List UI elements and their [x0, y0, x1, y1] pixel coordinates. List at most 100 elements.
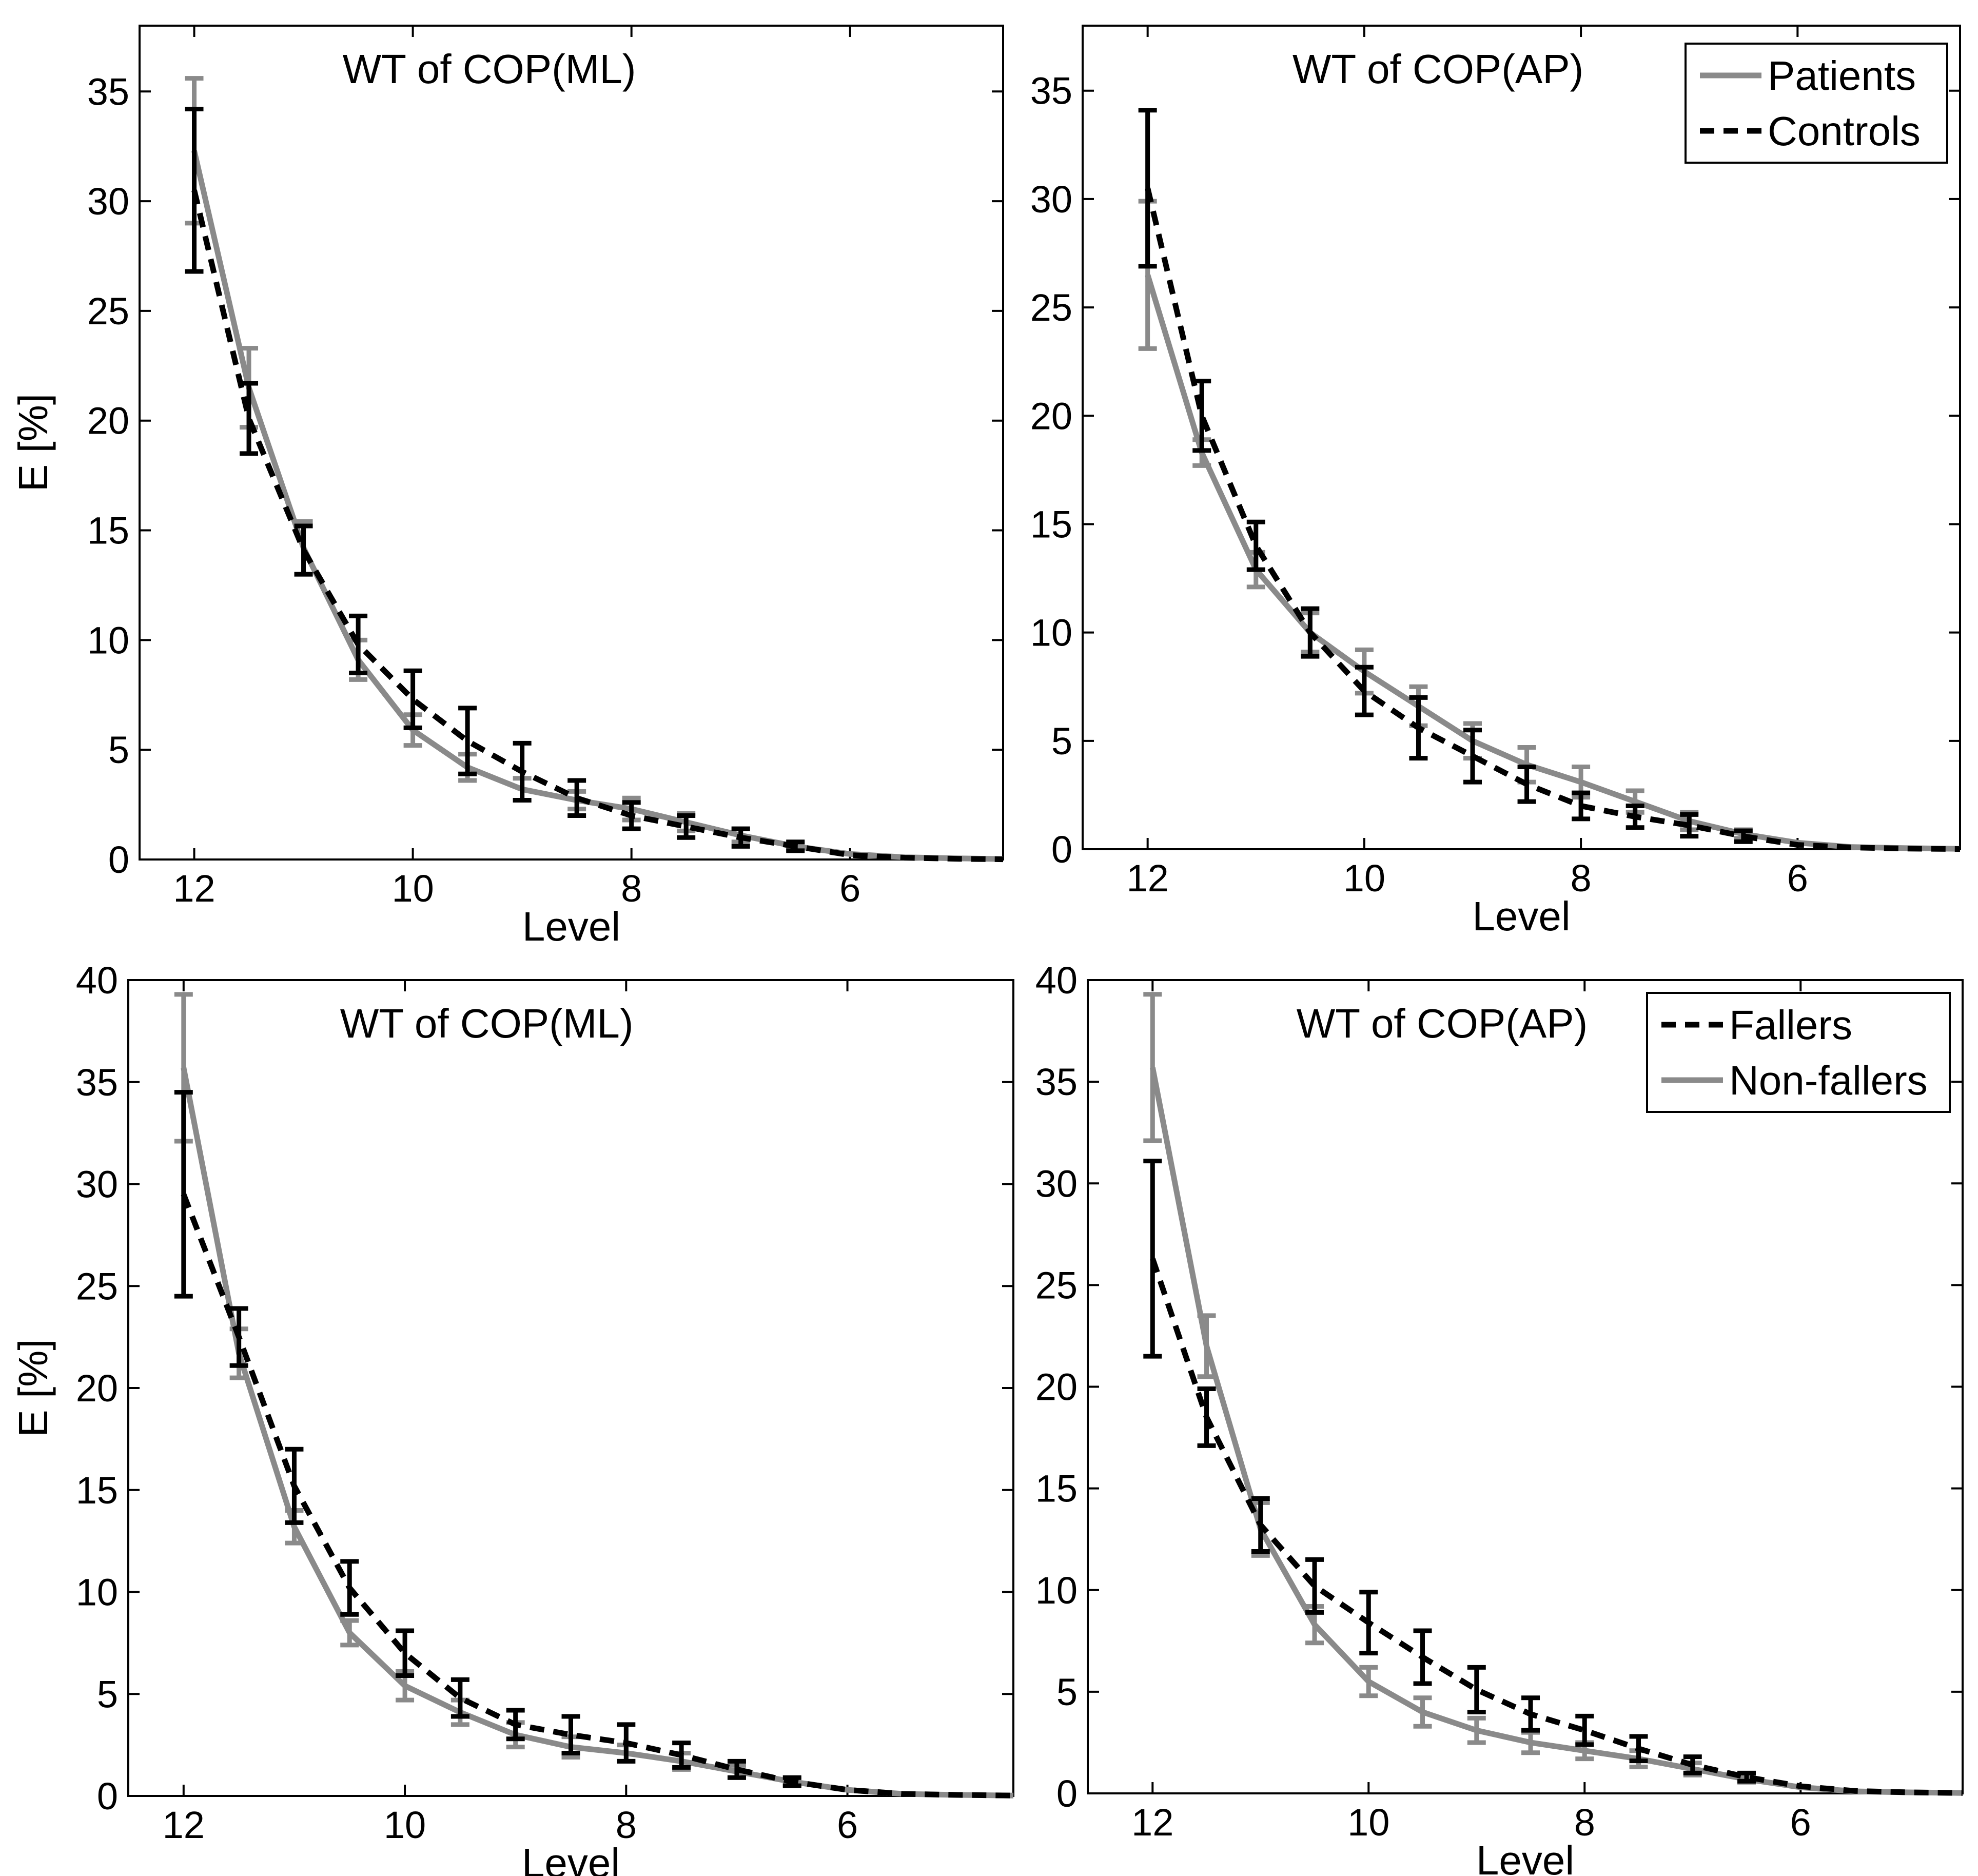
y-tick-label: 30 — [76, 1163, 118, 1206]
chart-title: WT of COP(ML) — [340, 1001, 634, 1046]
y-tick-label: 15 — [87, 510, 129, 552]
series-line — [181, 1193, 1014, 1799]
error-bar — [782, 1775, 801, 1788]
series-fallers — [174, 1090, 1014, 1799]
error-bar — [229, 1306, 248, 1368]
chart-panel-3: 0 5 10 15 20 25 30 35 40 12 10 8 6 Level E [%] WT of CO… — [10, 959, 1014, 1876]
x-tick-label: 6 — [1790, 1801, 1811, 1844]
y-axis-label: E [%] — [10, 394, 56, 492]
error-bar — [1521, 1695, 1540, 1733]
error-bar — [340, 1618, 359, 1648]
y-tick-label: 35 — [76, 1061, 118, 1104]
series-controls — [1138, 108, 1961, 852]
x-tick-label: 8 — [1574, 1801, 1595, 1844]
y-tick-label: 0 — [97, 1775, 118, 1818]
y-tick-label: 0 — [1051, 828, 1072, 871]
y-tick-label: 25 — [1035, 1264, 1078, 1306]
error-bar — [727, 1758, 746, 1780]
series-line — [191, 189, 1004, 863]
series-patients — [185, 76, 1004, 862]
y-tick-label: 10 — [1030, 612, 1072, 654]
legend-box — [1646, 992, 1951, 1113]
x-axis-label: Level — [1476, 1838, 1574, 1876]
error-bar — [1359, 1665, 1378, 1698]
y-tick-label: 15 — [1035, 1468, 1078, 1510]
y-tick-label: 25 — [87, 290, 129, 333]
error-bar — [1629, 1734, 1648, 1764]
error-bar — [294, 523, 313, 577]
y-tick-label: 35 — [87, 70, 129, 113]
error-bar — [1626, 804, 1644, 830]
error-bar — [1734, 828, 1753, 844]
error-bar — [677, 813, 696, 840]
plot-frame — [139, 25, 1004, 861]
x-tick-label: 10 — [1347, 1801, 1389, 1844]
y-tick-label: 30 — [87, 180, 129, 223]
error-bar — [513, 740, 532, 803]
chart-panel-1: 0 5 10 15 20 25 30 35 12 10 8 6 Level E [%] WT of COP(… — [10, 25, 1004, 949]
y-tick-label: 30 — [1035, 1162, 1078, 1205]
legend-label: Fallers — [1729, 1002, 1852, 1048]
error-bar — [403, 668, 422, 730]
x-tick-label: 12 — [1131, 1801, 1173, 1844]
x-tick-label: 8 — [1571, 857, 1592, 900]
error-bar — [1305, 1557, 1324, 1615]
legend-label: Non-fallers — [1729, 1058, 1928, 1103]
x-axis-label: Level — [522, 904, 620, 949]
error-bar — [1413, 1628, 1432, 1686]
series-non-fallers — [174, 992, 1014, 1799]
error-bar — [340, 1559, 359, 1617]
x-tick-label: 8 — [621, 867, 642, 910]
chart-title: WT of COP(AP) — [1292, 46, 1583, 92]
error-bar — [1467, 1665, 1486, 1714]
series-line — [181, 1067, 1014, 1799]
error-bar — [567, 778, 586, 818]
series-non-fallers — [1143, 992, 1963, 1796]
error-bar — [451, 1677, 469, 1719]
error-bar — [1572, 790, 1591, 822]
error-bar — [506, 1708, 525, 1742]
y-tick-label: 30 — [1030, 178, 1072, 221]
plot-frame — [1082, 25, 1961, 850]
error-bar — [1575, 1713, 1594, 1747]
error-bar — [1138, 108, 1157, 269]
y-tick-label: 5 — [1056, 1671, 1078, 1713]
legend-box — [1685, 43, 1948, 164]
error-bar — [1737, 1770, 1756, 1784]
legend-label: Controls — [1768, 108, 1921, 154]
y-tick-label: 20 — [87, 400, 129, 442]
legend: Fallers Non-fallers — [1646, 992, 1951, 1113]
error-bar — [561, 1714, 580, 1756]
y-tick-label: 20 — [76, 1367, 118, 1410]
x-tick-label: 10 — [384, 1804, 426, 1846]
x-tick-label: 12 — [163, 1804, 205, 1846]
legend-label: Patients — [1768, 53, 1916, 99]
error-bar — [1463, 728, 1482, 785]
error-bar — [396, 1628, 415, 1678]
error-bar — [1192, 379, 1211, 453]
y-tick-label: 5 — [1051, 720, 1072, 763]
chart-panel-4: 0 5 10 15 20 25 30 35 40 12 10 8 6 Level WT of COP(AP)… — [1035, 959, 1964, 1876]
error-bar — [185, 107, 204, 274]
error-bar — [1197, 1313, 1216, 1379]
x-tick-label: 10 — [391, 867, 434, 910]
y-tick-label: 10 — [1035, 1569, 1078, 1612]
x-axis-label: Level — [522, 1840, 620, 1876]
x-tick-label: 10 — [1343, 857, 1385, 900]
error-bar — [617, 1722, 636, 1764]
error-bar — [1683, 1754, 1702, 1775]
y-tick-label: 25 — [1030, 286, 1072, 329]
x-tick-label: 12 — [1127, 857, 1169, 900]
error-bar — [1355, 665, 1374, 717]
y-tick-label: 25 — [76, 1265, 118, 1307]
error-bar — [285, 1447, 304, 1525]
error-bar — [1409, 695, 1428, 761]
y-tick-label: 15 — [1030, 503, 1072, 545]
y-tick-label: 0 — [108, 838, 129, 881]
y-tick-label: 10 — [87, 619, 129, 661]
series-line — [1145, 187, 1961, 852]
chart-title: WT of COP(ML) — [343, 46, 636, 92]
series-patients — [1138, 199, 1961, 852]
series-line — [1149, 1067, 1963, 1796]
plot-frame — [127, 979, 1014, 1797]
